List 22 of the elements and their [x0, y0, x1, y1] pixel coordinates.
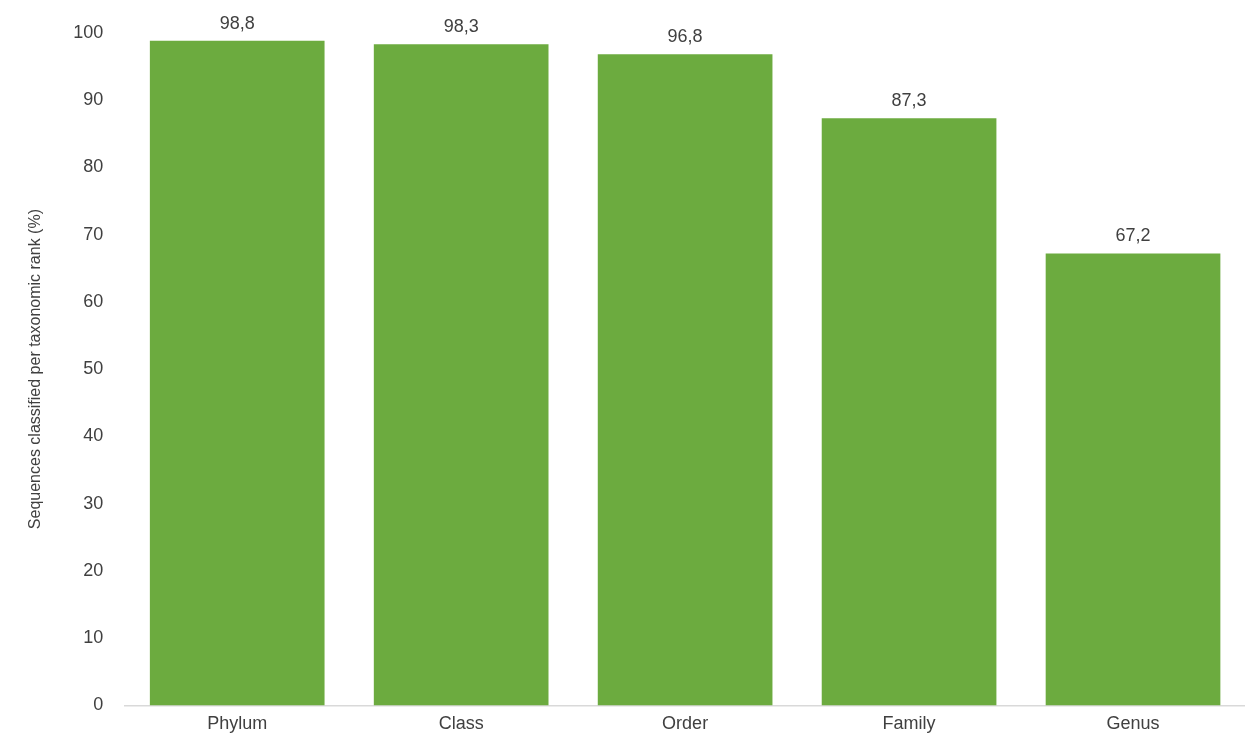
y-tick-label: 100: [73, 21, 104, 42]
y-tick-label: 80: [83, 156, 104, 177]
x-tick-label: Class: [438, 713, 484, 734]
x-tick-label: Genus: [1106, 713, 1160, 734]
data-label: 87,3: [891, 90, 927, 111]
y-tick-label: 90: [83, 89, 104, 110]
y-axis-title: Sequences classified per taxonomic rank (%): [26, 209, 44, 530]
y-tick-label: 20: [83, 559, 104, 580]
data-label: 96,8: [667, 26, 703, 47]
y-tick-label: 0: [93, 694, 104, 715]
x-tick-label: Order: [662, 713, 709, 734]
data-label: 98,3: [443, 16, 479, 37]
y-tick-label: 60: [83, 290, 104, 311]
x-tick-label: Family: [882, 713, 936, 734]
y-tick-label: 30: [83, 492, 104, 513]
y-tick-label: 50: [83, 358, 104, 379]
x-tick-label: Phylum: [207, 713, 268, 734]
y-tick-label: 40: [83, 425, 104, 446]
data-label: 67,2: [1115, 225, 1151, 246]
y-tick-label: 10: [83, 627, 104, 648]
y-tick-label: 70: [83, 223, 104, 244]
data-label: 98,8: [219, 12, 255, 33]
